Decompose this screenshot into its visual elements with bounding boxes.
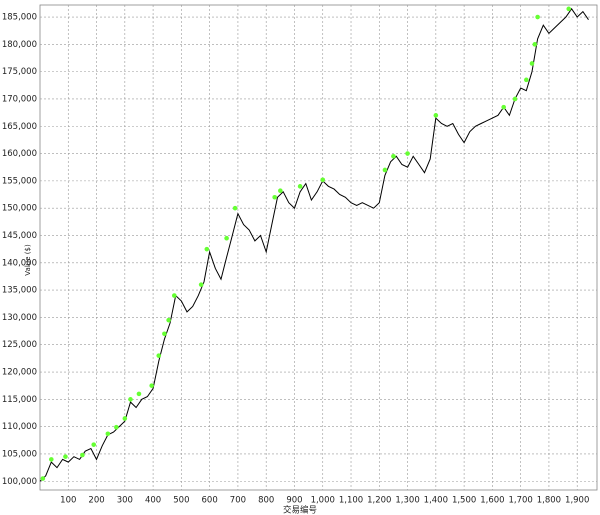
y-tick-label: 180,000 (2, 40, 37, 50)
x-tick-label: 600 (202, 496, 218, 506)
high-marker (149, 383, 154, 388)
x-tick-label: 200 (88, 496, 104, 506)
high-marker (501, 104, 506, 110)
x-tick-label: 1,000 (311, 496, 335, 506)
x-tick-label: 1,100 (339, 496, 363, 506)
high-marker (156, 353, 162, 358)
high-marker (566, 6, 572, 12)
high-marker (224, 235, 229, 241)
high-marker (114, 424, 119, 430)
x-tick-label: 900 (286, 496, 302, 506)
high-marker (198, 282, 204, 287)
equity-line (39, 7, 589, 482)
y-tick-label: 145,000 (2, 231, 37, 241)
y-tick-label: 150,000 (2, 204, 37, 214)
y-tick-label: 115,000 (2, 395, 37, 405)
high-marker (524, 77, 529, 83)
x-tick-label: 1,200 (367, 496, 391, 506)
y-axis-label: Value ($) (24, 244, 32, 276)
high-marker (320, 177, 326, 183)
high-marker (204, 246, 210, 252)
y-tick-label: 155,000 (2, 176, 37, 186)
x-tick-label: 1,800 (537, 496, 561, 506)
high-marker (278, 188, 283, 193)
x-tick-label: 1,400 (424, 496, 448, 506)
high-marker (49, 457, 54, 462)
y-tick-label: 170,000 (2, 94, 37, 104)
high-marker (128, 397, 133, 402)
high-marker (136, 391, 142, 397)
x-axis-label: 交易编号 (283, 505, 317, 515)
high-marker (91, 442, 97, 447)
x-tick-label: 100 (60, 496, 76, 506)
y-tick-label: 140,000 (2, 258, 37, 268)
x-tick-label: 700 (230, 496, 246, 506)
y-tick-label: 185,000 (2, 13, 37, 23)
x-tick-label: 300 (117, 496, 133, 506)
high-marker (162, 331, 167, 337)
high-marker (433, 113, 439, 118)
y-tick-label: 135,000 (2, 286, 37, 296)
x-tick-label: 1,700 (508, 496, 532, 506)
high-marker (382, 167, 388, 173)
high-marker (40, 476, 46, 481)
high-marker (105, 431, 111, 437)
x-tick-label: 1,300 (395, 496, 419, 506)
high-marker (166, 317, 171, 323)
y-tick-label: 110,000 (2, 422, 37, 432)
y-tick-label: 120,000 (2, 368, 37, 378)
high-marker (532, 42, 538, 47)
x-tick-label: 1,600 (480, 496, 504, 506)
high-marker (232, 205, 238, 211)
x-tick-label: 500 (173, 496, 189, 506)
plot-area (39, 4, 598, 491)
high-marker (535, 14, 540, 20)
high-marker (172, 293, 177, 298)
high-marker (80, 452, 85, 458)
y-tick-label: 130,000 (2, 313, 37, 323)
x-tick-label: 1,900 (565, 496, 589, 506)
high-marker (512, 96, 518, 102)
high-marker (63, 454, 68, 459)
high-marker (391, 153, 396, 159)
y-tick-label: 160,000 (2, 149, 37, 159)
y-tick-label: 175,000 (2, 67, 37, 77)
high-marker (297, 184, 303, 189)
high-marker (529, 61, 535, 66)
high-marker (272, 194, 277, 200)
x-tick-label: 400 (145, 496, 161, 506)
y-tick-label: 105,000 (2, 449, 37, 459)
high-marker (405, 151, 410, 156)
x-tick-label: 800 (258, 496, 274, 506)
high-marker (122, 416, 128, 421)
y-tick-label: 125,000 (2, 340, 37, 350)
y-tick-label: 165,000 (2, 122, 37, 132)
y-tick-label: 100,000 (2, 477, 37, 487)
x-tick-label: 1,500 (452, 496, 476, 506)
